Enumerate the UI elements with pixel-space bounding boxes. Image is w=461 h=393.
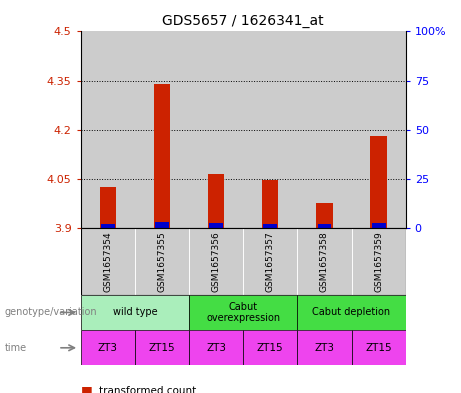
Text: ZT3: ZT3 (206, 343, 226, 353)
Bar (318, 224, 331, 228)
Text: GSM1657354: GSM1657354 (103, 231, 112, 292)
Bar (297, 330, 352, 365)
Bar (208, 174, 224, 228)
Text: time: time (5, 343, 27, 353)
Text: Cabut
overexpression: Cabut overexpression (206, 302, 280, 323)
Bar (101, 224, 115, 228)
Text: transformed count: transformed count (99, 386, 196, 393)
Title: GDS5657 / 1626341_at: GDS5657 / 1626341_at (162, 14, 324, 28)
Text: ZT15: ZT15 (148, 343, 175, 353)
Bar (81, 31, 135, 228)
Bar (189, 31, 243, 228)
Text: ZT15: ZT15 (257, 343, 284, 353)
Text: GSM1657358: GSM1657358 (320, 231, 329, 292)
Bar (243, 330, 297, 365)
Bar (81, 228, 135, 295)
Bar (262, 180, 278, 228)
Bar (135, 330, 189, 365)
Bar (297, 295, 406, 330)
Bar (371, 136, 387, 228)
Text: GSM1657356: GSM1657356 (212, 231, 221, 292)
Text: wild type: wild type (112, 307, 157, 318)
Text: ZT15: ZT15 (365, 343, 392, 353)
Bar (243, 31, 297, 228)
Text: ZT3: ZT3 (98, 343, 118, 353)
Bar (189, 228, 243, 295)
Text: ZT3: ZT3 (314, 343, 334, 353)
Bar (135, 31, 189, 228)
Bar (243, 228, 297, 295)
Text: genotype/variation: genotype/variation (5, 307, 97, 318)
Bar (189, 295, 297, 330)
Bar (316, 204, 332, 228)
Bar (352, 228, 406, 295)
Bar (154, 84, 170, 228)
Bar (297, 31, 352, 228)
Text: ■: ■ (81, 384, 92, 393)
Text: GSM1657355: GSM1657355 (157, 231, 166, 292)
Bar (155, 222, 169, 228)
Bar (263, 224, 277, 228)
Bar (189, 330, 243, 365)
Text: GSM1657359: GSM1657359 (374, 231, 383, 292)
Bar (81, 330, 135, 365)
Bar (100, 187, 116, 228)
Text: GSM1657357: GSM1657357 (266, 231, 275, 292)
Bar (135, 228, 189, 295)
Bar (297, 228, 352, 295)
Bar (352, 330, 406, 365)
Bar (352, 31, 406, 228)
Bar (81, 295, 189, 330)
Bar (209, 223, 223, 228)
Text: Cabut depletion: Cabut depletion (313, 307, 390, 318)
Bar (372, 223, 385, 228)
